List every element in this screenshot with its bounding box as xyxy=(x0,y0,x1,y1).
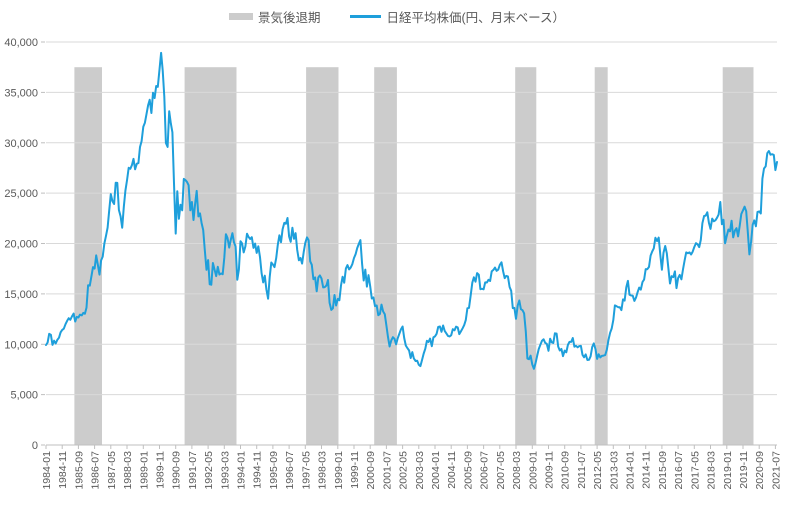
y-tick-label: 0 xyxy=(32,440,38,452)
recession-bands xyxy=(74,67,754,445)
x-tick-label: 2016-07 xyxy=(673,451,685,490)
nikkei-line-swatch xyxy=(350,15,382,18)
x-tick-label: 2005-09 xyxy=(462,451,474,490)
x-tick-label: 1991-07 xyxy=(187,451,199,490)
chart-legend: 景気後退期 日経平均株価(円、月末ベース） xyxy=(0,7,794,26)
x-tick-label: 1993-03 xyxy=(219,451,231,490)
recession-band xyxy=(374,67,397,445)
x-tick-label: 2000-09 xyxy=(365,451,377,490)
recession-band xyxy=(594,67,608,445)
x-tick-label: 2011-07 xyxy=(576,451,588,489)
y-tick-label: 20,000 xyxy=(4,239,38,251)
x-tick-label: 1994-01 xyxy=(236,451,248,490)
y-tick-label: 10,000 xyxy=(4,339,38,351)
x-tick-label: 2002-05 xyxy=(398,451,410,490)
x-tick-label: 2006-07 xyxy=(479,451,491,490)
x-tick-label: 2004-01 xyxy=(430,451,442,490)
x-tick-label: 1994-11 xyxy=(252,451,264,489)
x-tick-label: 2010-09 xyxy=(560,451,572,490)
legend-label-recession: 景気後退期 xyxy=(257,11,321,25)
x-tick-label: 2003-03 xyxy=(414,451,426,490)
y-axis-labels: 0 5,000 10,000 15,000 20,000 25,000 30,000 35,0… xyxy=(4,37,38,452)
recession-band xyxy=(184,67,237,445)
recession-band xyxy=(515,67,537,445)
axis-ticks xyxy=(41,41,776,449)
recession-band xyxy=(306,67,339,445)
x-tick-label: 1988-03 xyxy=(122,451,134,490)
x-tick-label: 2009-11 xyxy=(544,451,556,489)
x-tick-label: 1989-01 xyxy=(138,451,150,490)
x-tick-label: 1989-11 xyxy=(155,451,167,489)
x-tick-label: 2008-03 xyxy=(511,451,523,490)
x-tick-label: 2013-03 xyxy=(608,451,620,490)
recession-band xyxy=(722,67,754,445)
x-tick-label: 2019-01 xyxy=(722,451,734,490)
x-tick-label: 1984-01 xyxy=(41,451,53,490)
x-tick-label: 2015-09 xyxy=(657,451,669,490)
x-tick-label: 1986-07 xyxy=(90,451,102,490)
x-tick-label: 2017-05 xyxy=(689,451,701,490)
recession-swatch xyxy=(228,13,253,20)
x-tick-label: 1999-11 xyxy=(349,451,361,489)
x-tick-label: 1985-09 xyxy=(73,451,85,490)
x-tick-label: 2012-05 xyxy=(592,451,604,490)
x-tick-label: 1987-05 xyxy=(106,451,118,490)
legend-item-nikkei: 日経平均株価(円、月末ベース） xyxy=(350,7,565,26)
x-tick-label: 1984-11 xyxy=(57,451,69,489)
x-tick-label: 1996-07 xyxy=(284,451,296,490)
nikkei-line xyxy=(45,51,778,370)
x-tick-label: 2009-01 xyxy=(527,451,539,490)
y-tick-label: 5,000 xyxy=(10,390,38,402)
x-tick-label: 2018-03 xyxy=(706,451,718,490)
x-tick-label: 1990-09 xyxy=(171,451,183,490)
x-tick-label: 2007-05 xyxy=(495,451,507,490)
y-tick-label: 15,000 xyxy=(4,289,38,301)
x-axis-labels: 1984-01 1984-11 1985-09 1986-07 1987-05 1988-… xyxy=(41,451,782,490)
x-tick-label: 1998-03 xyxy=(317,451,329,490)
x-tick-label: 2019-11 xyxy=(738,451,750,489)
legend-item-recession: 景気後退期 xyxy=(228,7,321,26)
x-tick-label: 2004-11 xyxy=(446,451,458,489)
x-tick-label: 2001-07 xyxy=(381,451,393,490)
legend-label-nikkei: 日経平均株価(円、月末ベース） xyxy=(386,11,566,25)
x-tick-label: 1995-09 xyxy=(268,451,280,490)
x-tick-label: 1997-05 xyxy=(300,451,312,490)
nikkei-line-series xyxy=(45,51,778,370)
x-tick-label: 1992-05 xyxy=(203,451,215,490)
x-tick-label: 2021-07 xyxy=(770,451,782,490)
x-tick-label: 2014-01 xyxy=(625,451,637,490)
y-tick-label: 35,000 xyxy=(4,87,38,99)
recession-band xyxy=(74,67,102,445)
y-tick-label: 25,000 xyxy=(4,188,38,200)
x-tick-label: 2014-11 xyxy=(641,451,653,489)
y-tick-label: 40,000 xyxy=(4,37,38,49)
x-tick-label: 2020-09 xyxy=(754,451,766,490)
y-tick-label: 30,000 xyxy=(4,138,38,150)
x-tick-label: 1999-01 xyxy=(333,451,345,490)
